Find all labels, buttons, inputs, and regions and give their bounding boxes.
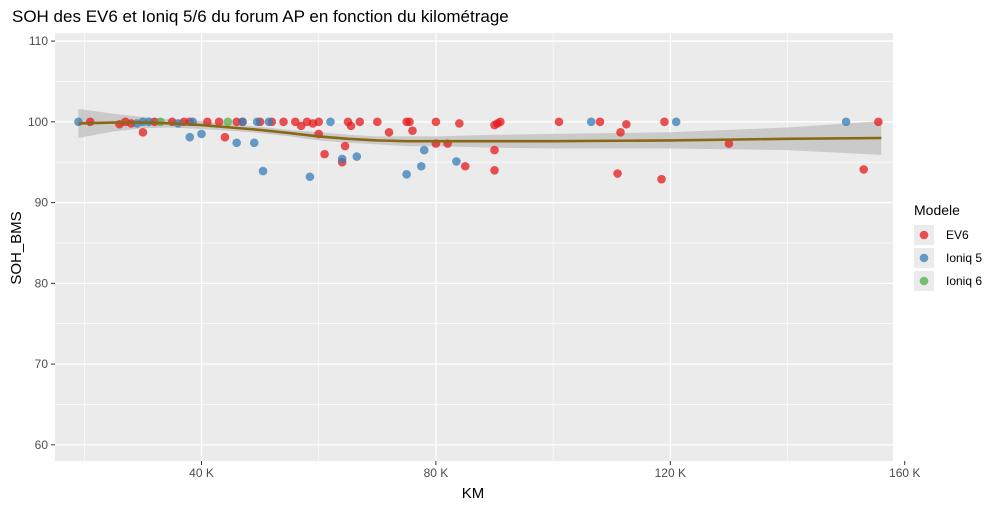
point-ev6 xyxy=(220,132,230,142)
x-tick-label: 40 K xyxy=(189,466,214,480)
legend-key-ioniq-6 xyxy=(919,276,929,286)
point-ev6 xyxy=(405,117,414,127)
point-ev6 xyxy=(460,161,470,171)
point-ev6 xyxy=(657,174,666,184)
point-ev6 xyxy=(355,117,365,127)
point-ev6 xyxy=(660,117,669,127)
point-ioniq-5 xyxy=(74,117,83,127)
point-ioniq-5 xyxy=(419,145,429,155)
point-ev6 xyxy=(613,169,622,178)
legend-label: Ioniq 5 xyxy=(946,251,982,265)
point-ioniq-5 xyxy=(238,117,247,127)
plot-panel xyxy=(55,33,893,461)
point-ev6 xyxy=(214,117,224,127)
point-ioniq-5 xyxy=(352,152,362,161)
point-ev6 xyxy=(874,117,883,127)
point-ev6 xyxy=(314,117,324,127)
x-tick-label: 120 K xyxy=(655,466,686,480)
legend: Modele EV6 Ioniq 5 Ioniq 6 xyxy=(914,202,982,291)
point-ev6 xyxy=(595,117,605,127)
x-axis: 40 K 80 K 120 K 160 K xyxy=(189,461,920,480)
point-ioniq-5 xyxy=(841,117,851,127)
point-ev6 xyxy=(340,141,350,151)
smooth-line xyxy=(78,121,882,143)
point-ev6 xyxy=(408,126,417,136)
point-ioniq-5 xyxy=(402,170,411,179)
chart-title: SOH des EV6 et Ioniq 5/6 du forum AP en … xyxy=(12,7,509,26)
point-ioniq-5 xyxy=(264,117,274,127)
point-ioniq-5 xyxy=(305,172,315,182)
legend-key-ev6 xyxy=(919,230,929,240)
point-ioniq-5 xyxy=(197,129,206,139)
legend-label: EV6 xyxy=(946,228,969,242)
point-ev6 xyxy=(490,165,499,175)
point-ioniq-6 xyxy=(223,117,233,127)
point-ev6 xyxy=(203,117,212,127)
point-ev6 xyxy=(616,128,625,137)
x-axis-title: KM xyxy=(462,485,485,502)
point-ioniq-5 xyxy=(671,117,681,127)
point-ev6 xyxy=(138,128,148,137)
x-tick-label: 80 K xyxy=(424,466,449,480)
point-ev6 xyxy=(455,119,464,128)
point-ioniq-5 xyxy=(185,132,195,142)
point-ev6 xyxy=(373,117,382,127)
y-tick-label: 110 xyxy=(29,34,48,48)
legend-title: Modele xyxy=(914,202,960,218)
point-ioniq-5 xyxy=(326,117,335,127)
point-ev6 xyxy=(346,121,356,131)
point-ioniq-5 xyxy=(249,138,259,148)
point-ev6 xyxy=(859,165,868,174)
grid-major xyxy=(55,33,906,461)
y-tick-label: 80 xyxy=(35,276,49,290)
legend-items: EV6 Ioniq 5 Ioniq 6 xyxy=(914,225,982,291)
point-ioniq-5 xyxy=(337,154,347,164)
point-ioniq-5 xyxy=(416,161,426,171)
point-ev6 xyxy=(431,117,441,127)
point-ioniq-5 xyxy=(252,117,262,127)
grid-minor xyxy=(55,33,893,461)
legend-key-ioniq-5 xyxy=(919,253,929,263)
confidence-ribbon xyxy=(78,108,882,155)
legend-label: Ioniq 6 xyxy=(946,274,982,288)
smooth-line-layer xyxy=(78,121,882,143)
confidence-ribbon-layer xyxy=(78,108,882,155)
y-axis: 60 70 80 90 100 110 xyxy=(28,34,55,452)
point-ev6 xyxy=(554,117,564,127)
point-ioniq-5 xyxy=(258,166,268,176)
point-ioniq-5 xyxy=(452,157,461,166)
point-ev6 xyxy=(320,149,329,159)
y-tick-label: 90 xyxy=(35,196,49,210)
point-ev6 xyxy=(279,117,288,127)
y-tick-label: 100 xyxy=(28,115,48,129)
point-ev6 xyxy=(622,119,631,129)
point-ev6 xyxy=(496,117,505,127)
y-axis-title: SOH_BMS xyxy=(8,211,25,284)
point-ev6 xyxy=(724,139,734,148)
point-ev6 xyxy=(384,128,394,137)
point-ioniq-5 xyxy=(586,117,596,127)
x-tick-label: 160 K xyxy=(889,466,920,480)
point-ioniq-5 xyxy=(232,138,241,148)
y-tick-label: 60 xyxy=(35,438,49,452)
y-tick-label: 70 xyxy=(35,357,49,371)
point-ev6 xyxy=(490,145,499,155)
